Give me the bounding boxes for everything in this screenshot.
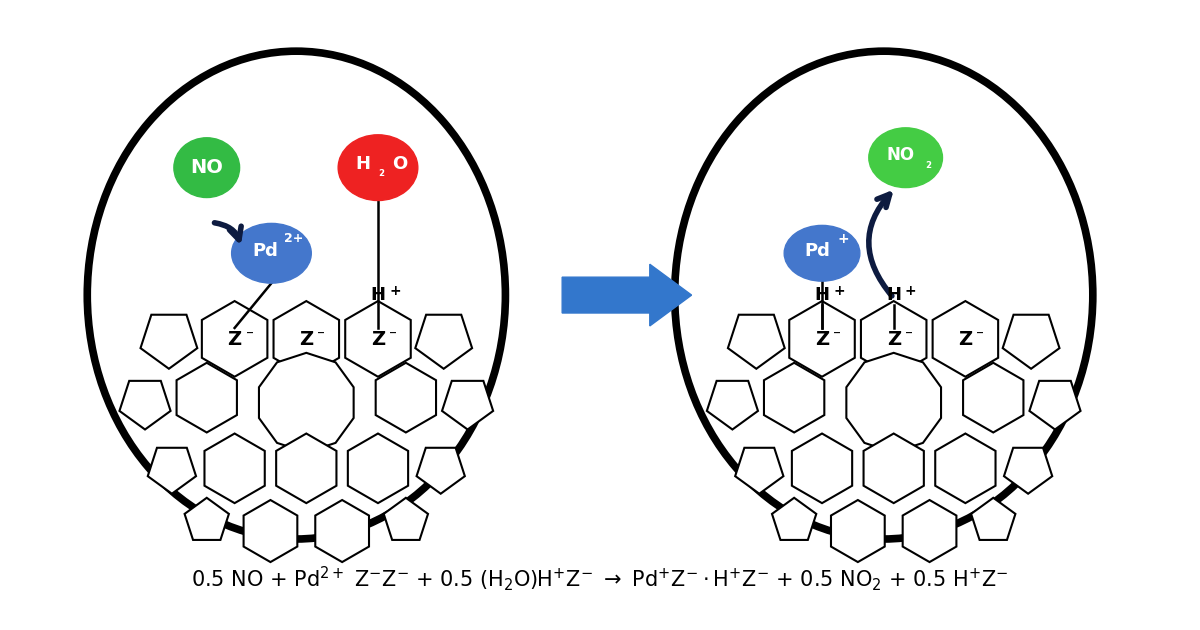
Text: ⁻: ⁻ — [977, 328, 984, 343]
Text: +: + — [905, 284, 917, 298]
Text: +: + — [838, 232, 848, 246]
Text: NO: NO — [191, 158, 223, 177]
Polygon shape — [316, 500, 370, 562]
Polygon shape — [276, 433, 336, 503]
Text: ⁻: ⁻ — [246, 328, 253, 343]
Text: H: H — [886, 286, 901, 304]
Polygon shape — [792, 433, 852, 503]
Text: Z: Z — [887, 330, 901, 350]
Polygon shape — [442, 381, 493, 430]
Polygon shape — [120, 381, 170, 430]
Text: ⁻: ⁻ — [389, 328, 397, 343]
Ellipse shape — [174, 138, 240, 198]
Text: ⁻: ⁻ — [833, 328, 841, 343]
Text: ⁻: ⁻ — [905, 328, 913, 343]
Polygon shape — [346, 301, 410, 377]
Text: Z: Z — [815, 330, 829, 350]
Ellipse shape — [232, 224, 311, 283]
Polygon shape — [728, 315, 785, 369]
Polygon shape — [416, 448, 464, 494]
Polygon shape — [244, 500, 298, 562]
Polygon shape — [274, 301, 340, 377]
Polygon shape — [1030, 381, 1080, 430]
Text: +: + — [833, 284, 845, 298]
Polygon shape — [846, 353, 941, 452]
Polygon shape — [736, 448, 784, 494]
Ellipse shape — [338, 135, 418, 200]
Polygon shape — [790, 301, 854, 377]
Polygon shape — [202, 301, 268, 377]
Polygon shape — [384, 498, 428, 540]
Polygon shape — [935, 433, 996, 503]
Text: H: H — [815, 286, 829, 304]
Polygon shape — [764, 363, 824, 432]
Text: ⁻: ⁻ — [317, 328, 325, 343]
Polygon shape — [830, 500, 884, 562]
Text: Pd: Pd — [804, 243, 830, 260]
Polygon shape — [185, 498, 229, 540]
Polygon shape — [772, 498, 816, 540]
Polygon shape — [376, 363, 436, 432]
Ellipse shape — [88, 51, 505, 539]
Polygon shape — [707, 381, 758, 430]
Polygon shape — [415, 315, 472, 369]
Polygon shape — [148, 448, 196, 494]
Polygon shape — [864, 433, 924, 503]
Text: 0.5 NO + Pd$^{2+}$ Z$^{-}$Z$^{-}$ + 0.5 (H$_2$O)H$^{+}$Z$^{-}$ $\rightarrow$ Pd$: 0.5 NO + Pd$^{2+}$ Z$^{-}$Z$^{-}$ + 0.5 … — [191, 564, 1009, 593]
Text: NO: NO — [887, 146, 914, 164]
Ellipse shape — [784, 226, 860, 281]
Polygon shape — [259, 353, 354, 452]
Text: Z: Z — [299, 330, 313, 350]
Polygon shape — [902, 500, 956, 562]
Text: Z: Z — [959, 330, 972, 350]
Polygon shape — [348, 433, 408, 503]
Text: H: H — [371, 286, 385, 304]
Polygon shape — [860, 301, 926, 377]
Text: 2+: 2+ — [283, 232, 304, 245]
Ellipse shape — [869, 128, 942, 188]
Polygon shape — [1003, 315, 1060, 369]
Text: Pd: Pd — [252, 243, 278, 260]
Text: ₂: ₂ — [925, 157, 931, 171]
Text: ₂: ₂ — [378, 164, 384, 179]
Text: Z: Z — [228, 330, 241, 350]
Text: H: H — [355, 155, 370, 173]
Polygon shape — [1004, 448, 1052, 494]
Ellipse shape — [674, 51, 1093, 539]
Text: +: + — [389, 284, 401, 298]
Text: O: O — [392, 155, 407, 173]
Polygon shape — [964, 363, 1024, 432]
Polygon shape — [971, 498, 1015, 540]
FancyArrow shape — [562, 264, 691, 326]
Polygon shape — [140, 315, 197, 369]
Polygon shape — [204, 433, 265, 503]
Polygon shape — [176, 363, 236, 432]
Polygon shape — [932, 301, 998, 377]
Text: Z: Z — [371, 330, 385, 350]
